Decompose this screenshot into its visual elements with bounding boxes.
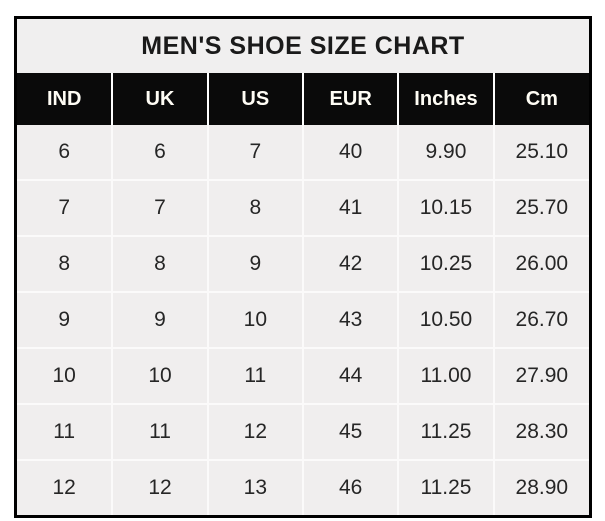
table-cell: 10 xyxy=(17,347,113,404)
table-cell: 6 xyxy=(17,125,113,180)
table-row: 10 10 11 44 11.00 27.90 xyxy=(17,347,589,404)
table-cell: 11 xyxy=(111,403,208,460)
table-cell: 25.10 xyxy=(492,125,589,180)
table-cell: 9 xyxy=(17,291,113,348)
table-cell: 8 xyxy=(111,235,208,292)
header-row: IND UK US EUR Inches Cm xyxy=(17,73,589,125)
table-cell: 11.25 xyxy=(397,459,494,515)
table-cell: 25.70 xyxy=(492,179,589,236)
table-cell: 28.30 xyxy=(492,403,589,460)
table-cell: 7 xyxy=(111,179,208,236)
table-cell: 10.15 xyxy=(397,179,494,236)
table-header: IND UK US EUR Inches Cm xyxy=(17,73,589,125)
table-cell: 12 xyxy=(17,459,113,515)
table-cell: 9 xyxy=(111,291,208,348)
table-cell: 11.25 xyxy=(397,403,494,460)
table-cell: 13 xyxy=(206,459,303,515)
table-row: 7 7 8 41 10.15 25.70 xyxy=(17,179,589,236)
table-cell: 26.70 xyxy=(492,291,589,348)
table-cell: 10 xyxy=(111,347,208,404)
table-cell: 7 xyxy=(17,179,113,236)
table-cell: 8 xyxy=(206,179,303,236)
table-cell: 12 xyxy=(111,459,208,515)
table-row: 12 12 13 46 11.25 28.90 xyxy=(17,459,589,515)
table-row: 8 8 9 42 10.25 26.00 xyxy=(17,235,589,292)
column-header-inches: Inches xyxy=(397,73,494,125)
table-body: 6 6 7 40 9.90 25.10 7 7 8 41 10.15 25.70 8 8 9 42 10.25 2… xyxy=(17,125,589,515)
table-cell: 41 xyxy=(301,179,399,236)
table-cell: 10.25 xyxy=(397,235,494,292)
table-cell: 46 xyxy=(301,459,399,515)
column-header-uk: UK xyxy=(111,73,208,125)
table-cell: 28.90 xyxy=(492,459,589,515)
column-header-us: US xyxy=(206,73,303,125)
table-cell: 43 xyxy=(301,291,399,348)
shoe-size-chart: MEN'S SHOE SIZE CHART IND UK US EUR Inches Cm… xyxy=(14,16,592,518)
table-cell: 10.50 xyxy=(397,291,494,348)
table-cell: 40 xyxy=(301,125,399,180)
table-cell: 7 xyxy=(206,125,303,180)
table-cell: 44 xyxy=(301,347,399,404)
table-cell: 9.90 xyxy=(397,125,494,180)
column-header-ind: IND xyxy=(17,73,113,125)
table-cell: 11 xyxy=(206,347,303,404)
table-cell: 42 xyxy=(301,235,399,292)
table-cell: 8 xyxy=(17,235,113,292)
table-row: 11 11 12 45 11.25 28.30 xyxy=(17,403,589,460)
size-table: IND UK US EUR Inches Cm 6 6 7 40 9.90 25.10 7 7 8 41 10… xyxy=(17,73,589,515)
table-cell: 11 xyxy=(17,403,113,460)
table-cell: 11.00 xyxy=(397,347,494,404)
table-cell: 10 xyxy=(206,291,303,348)
table-cell: 12 xyxy=(206,403,303,460)
table-cell: 45 xyxy=(301,403,399,460)
table-row: 6 6 7 40 9.90 25.10 xyxy=(17,125,589,180)
chart-title: MEN'S SHOE SIZE CHART xyxy=(17,19,589,73)
table-cell: 27.90 xyxy=(492,347,589,404)
table-cell: 6 xyxy=(111,125,208,180)
table-row: 9 9 10 43 10.50 26.70 xyxy=(17,291,589,348)
table-cell: 9 xyxy=(206,235,303,292)
column-header-cm: Cm xyxy=(492,73,589,125)
column-header-eur: EUR xyxy=(301,73,399,125)
table-cell: 26.00 xyxy=(492,235,589,292)
